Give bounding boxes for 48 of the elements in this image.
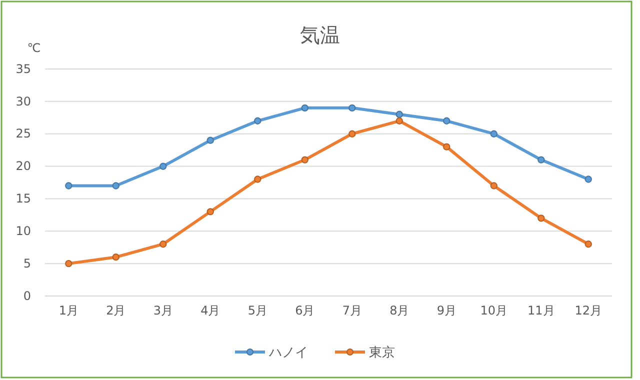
point (65, 182, 72, 190)
point (538, 214, 545, 222)
y-tick-label: 35 (16, 62, 31, 76)
y-tick-label: 20 (16, 159, 31, 174)
point (112, 254, 120, 261)
point (160, 240, 167, 248)
x-tick-label: 5月 (248, 304, 268, 318)
legend-label: 東京 (369, 346, 395, 360)
y-tick-label: 30 (16, 94, 31, 108)
y-tick-label: 10 (16, 224, 31, 238)
point (112, 182, 120, 190)
point (206, 208, 214, 216)
y-tick-label: 15 (16, 192, 31, 206)
chart-title: 気温 (300, 23, 340, 47)
x-tick-label: 11月 (527, 304, 555, 318)
point (348, 130, 356, 138)
point (584, 240, 592, 248)
y-tick-label: 25 (16, 126, 31, 141)
point (443, 143, 450, 150)
point (301, 104, 308, 112)
point (160, 162, 167, 170)
y-tick-label: 5 (23, 256, 31, 270)
point (348, 104, 356, 112)
x-tick-label: 10月 (480, 304, 508, 318)
point (65, 260, 72, 268)
y-tick-label: 0 (23, 288, 31, 303)
point (538, 156, 545, 164)
x-tick-label: 4月 (200, 304, 220, 318)
x-tick-label: 3月 (153, 304, 173, 318)
x-tick-label: 7月 (342, 304, 362, 318)
legend-label: ハノイ (268, 346, 308, 360)
point (443, 117, 450, 124)
point (254, 176, 262, 183)
x-tick-label: 12月 (574, 304, 602, 318)
point (206, 136, 214, 144)
point (584, 176, 592, 183)
point (396, 117, 403, 124)
x-tick-label: 9月 (436, 304, 456, 318)
point (254, 117, 262, 124)
x-tick-label: 6月 (295, 304, 315, 318)
point (301, 156, 308, 164)
point (490, 182, 498, 190)
x-tick-label: 2月 (106, 304, 126, 318)
x-tick-label: 1月 (58, 304, 78, 318)
point (490, 130, 498, 138)
x-tick-label: 8月 (390, 304, 410, 318)
point (396, 110, 403, 118)
y-axis-title: ℃ (27, 41, 41, 55)
